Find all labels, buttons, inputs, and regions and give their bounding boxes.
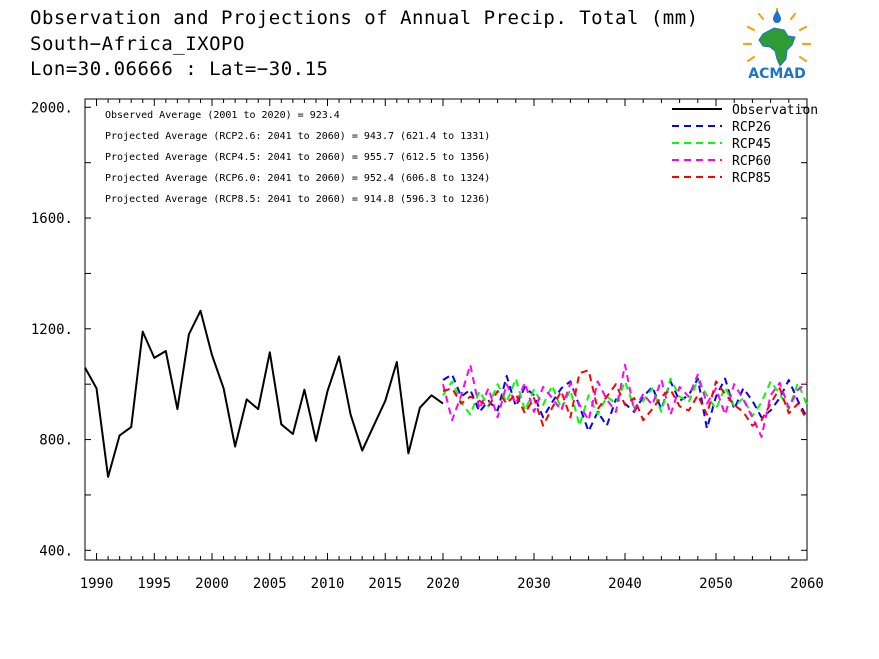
x-tick-label: 2060 bbox=[790, 576, 824, 592]
y-tick-label: 400. bbox=[39, 543, 73, 559]
x-tick-label: 2000 bbox=[195, 576, 229, 592]
y-tick-label: 1600. bbox=[31, 211, 73, 227]
y-tick-label: 1200. bbox=[31, 322, 73, 338]
annotation-text: Projected Average (RCP6.0: 2041 to 2060)… bbox=[105, 173, 490, 184]
legend-label-rcp85: RCP85 bbox=[732, 171, 771, 186]
series-line-rcp85 bbox=[442, 369, 808, 427]
acmad-logo: ACMAD bbox=[742, 8, 812, 82]
x-tick-label: 1990 bbox=[80, 576, 114, 592]
y-tick-label: 800. bbox=[39, 433, 73, 449]
legend-label-rcp60: RCP60 bbox=[732, 154, 771, 169]
x-tick-label: 2005 bbox=[253, 576, 287, 592]
chart-title: Observation and Projections of Annual Pr… bbox=[30, 7, 699, 29]
legend-label-observation: Observation bbox=[732, 103, 818, 118]
x-tick-label: 2030 bbox=[517, 576, 551, 592]
logo-drop bbox=[773, 10, 781, 23]
series-line-rcp60 bbox=[442, 363, 808, 438]
y-axis: 400. 800. 1200. 1600. 2000. bbox=[31, 100, 807, 559]
chart-subtitle-coordinates: Lon=30.06666 : Lat=−30.15 bbox=[30, 58, 329, 80]
series-layer bbox=[84, 309, 808, 478]
x-tick-label: 2040 bbox=[608, 576, 642, 592]
x-tick-label: 2015 bbox=[368, 576, 402, 592]
logo-text: ACMAD bbox=[748, 66, 806, 82]
annotations: Observed Average (2001 to 2020) = 923.4 P… bbox=[105, 110, 490, 205]
logo-africa bbox=[758, 27, 796, 67]
plot-frame bbox=[84, 98, 808, 561]
series-line-observation bbox=[84, 309, 444, 478]
y-tick-label: 2000. bbox=[31, 100, 73, 116]
annotation-text: Projected Average (RCP8.5: 2041 to 2060)… bbox=[105, 194, 490, 205]
annotation-text: Projected Average (RCP2.6: 2041 to 2060)… bbox=[105, 131, 490, 142]
legend: Observation RCP26 RCP45 RCP60 RCP85 bbox=[672, 103, 818, 186]
x-tick-label: 2020 bbox=[426, 576, 460, 592]
chart-subtitle-location: South−Africa_IXOPO bbox=[30, 33, 245, 55]
annotation-text: Observed Average (2001 to 2020) = 923.4 bbox=[105, 110, 340, 121]
x-tick-label: 1995 bbox=[137, 576, 171, 592]
annotation-text: Projected Average (RCP4.5: 2041 to 2060)… bbox=[105, 152, 490, 163]
legend-label-rcp45: RCP45 bbox=[732, 137, 771, 152]
legend-label-rcp26: RCP26 bbox=[732, 120, 771, 135]
x-tick-label: 2010 bbox=[311, 576, 345, 592]
x-axis: 1990 1995 2000 2005 2010 2015 2020 2030 2040 2050… bbox=[80, 99, 824, 592]
x-tick-label: 2050 bbox=[699, 576, 733, 592]
